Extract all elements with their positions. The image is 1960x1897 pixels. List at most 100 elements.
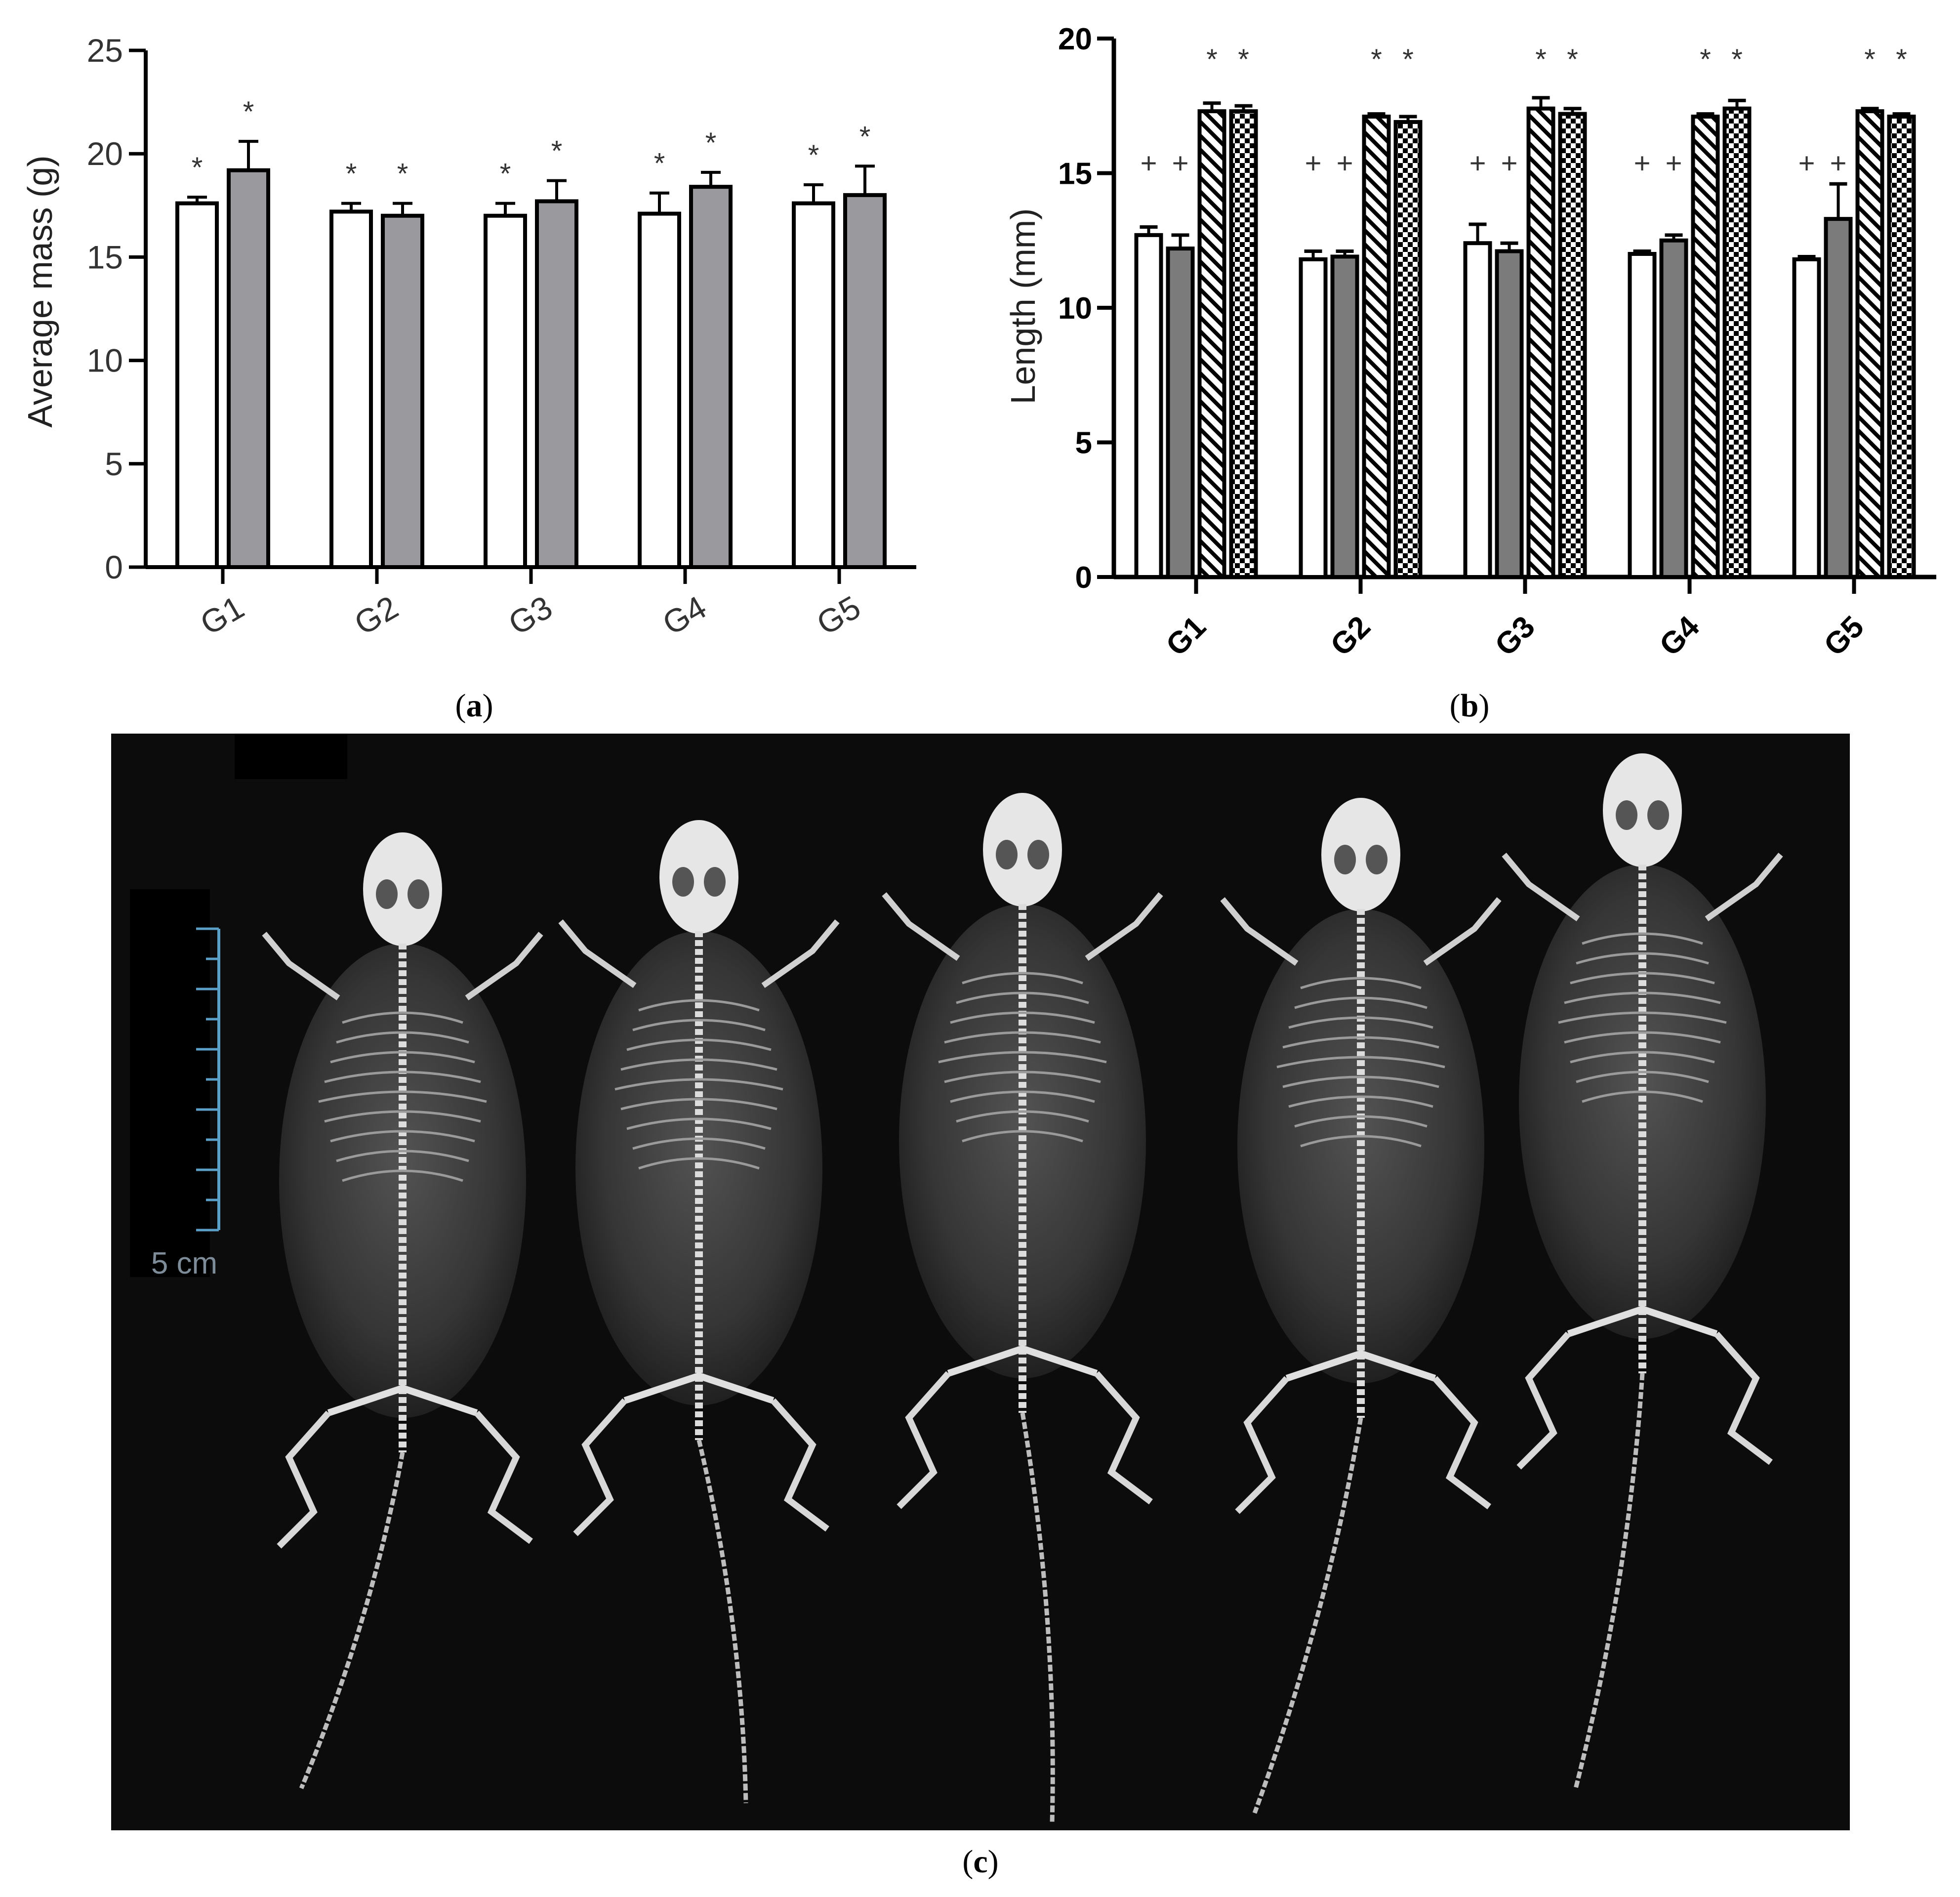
mouse-rib <box>638 1157 760 1170</box>
mouse-pelvis <box>1285 1350 1436 1382</box>
chart-b-plus-mark: + <box>1337 147 1353 179</box>
chart-b-bars <box>1134 96 1916 579</box>
mouse-skeleton <box>558 820 840 1804</box>
scale-bar-box <box>130 889 210 1277</box>
chart-b-x-tick-label: G2 <box>1324 610 1377 662</box>
mouse-hind-limb <box>897 1371 951 1509</box>
chart-b-annotations: + + * * + + * * + + * * + + * * + + * * <box>1141 43 1907 179</box>
mouse-rib <box>956 1110 1089 1123</box>
chart-a-x-tick-label: G1 <box>194 588 250 642</box>
scale-bar: 5 cm <box>130 889 220 1280</box>
chart-a-y-tick-label: 0 <box>105 549 123 585</box>
chart-a-significance-mark: * <box>705 127 717 159</box>
mouse-rib <box>950 1090 1095 1103</box>
chart-b-x-tick-label: G1 <box>1160 610 1213 662</box>
mouse-hind-limb <box>771 1398 829 1532</box>
mouse-front-limb <box>465 932 543 1000</box>
chart-b-y-tick-label: 5 <box>1075 426 1092 460</box>
chart-b-bar <box>1855 109 1884 579</box>
mouse-rib <box>944 1031 1101 1044</box>
mouse-hind-limb <box>1235 1376 1289 1514</box>
mouse-rib <box>626 1038 772 1051</box>
chart-b-bar <box>1792 257 1821 579</box>
chart-b-star-mark: * <box>1535 43 1547 76</box>
chart-a-annotations: * * * * * * * * * * <box>192 96 871 190</box>
chart-b-bar <box>1824 217 1853 579</box>
mouse-rib <box>342 1169 463 1182</box>
chart-b-bar <box>1166 247 1195 579</box>
mouse-skull <box>1321 798 1400 911</box>
mouse-rib <box>1276 1056 1445 1069</box>
chart-b-bar <box>1197 109 1226 579</box>
chart-b-bar <box>1887 115 1916 579</box>
chart-b-plus-mark: + <box>1172 147 1189 179</box>
chart-b-y-tick-label: 20 <box>1058 22 1092 56</box>
mouse-tail <box>299 1452 405 1789</box>
mouse-front-limb <box>1705 853 1783 921</box>
chart-a-significance-mark: * <box>346 158 357 190</box>
mouse-front-limb <box>1085 892 1163 961</box>
xray-label-block <box>235 734 347 779</box>
mouse-rib <box>632 1019 766 1031</box>
mouse-front-limb <box>761 919 840 988</box>
chart-a-bars <box>175 140 887 570</box>
mouse-rib <box>1300 977 1422 990</box>
mouse-rib <box>1558 1011 1727 1024</box>
mouse-rib <box>324 1071 481 1083</box>
mouse-rib <box>950 1011 1095 1024</box>
mouse-skull <box>363 832 442 946</box>
mouse-hind-limb <box>1516 1331 1571 1470</box>
chart-b-star-mark: * <box>1700 43 1711 76</box>
mouse-rib <box>1576 952 1709 965</box>
mouse-rib <box>938 1051 1107 1064</box>
mouse-rib <box>324 1110 481 1123</box>
chart-b-plus-mark: + <box>1305 147 1322 179</box>
chart-a-x-tick-label: G3 <box>502 588 558 642</box>
mouse-rib <box>1294 1115 1428 1128</box>
mouse-hind-limb <box>1714 1331 1773 1465</box>
chart-b-star-mark: * <box>1238 43 1249 76</box>
chart-b-bar <box>1134 233 1163 579</box>
mouse-hind-limb <box>1094 1371 1153 1505</box>
mouse-rib <box>1564 1031 1721 1044</box>
mouse-rib <box>330 1130 475 1143</box>
mouse-front-limb <box>1502 853 1580 921</box>
chart-b-y-axis-title: Length (mm) <box>1004 208 1042 405</box>
chart-a-significance-mark: * <box>243 96 254 128</box>
chart-a-significance-mark: * <box>192 152 203 184</box>
mouse-tail <box>1020 1412 1055 1823</box>
mouse-hind-limb <box>474 1410 533 1544</box>
chart-a-significance-mark: * <box>654 148 665 180</box>
mouse-rib <box>1570 972 1715 985</box>
mouse-eye-socket <box>1334 845 1356 874</box>
chart-b-y-tick-label: 0 <box>1075 561 1092 595</box>
mouse-pelvis <box>623 1372 775 1404</box>
mouse-rib <box>318 1090 487 1103</box>
mouse-rib <box>1288 1095 1433 1108</box>
chart-b-bar <box>1229 109 1258 579</box>
mouse-rib <box>626 1117 772 1130</box>
scale-bar-ticks <box>196 927 220 1232</box>
mouse-skull <box>983 793 1062 907</box>
chart-b-plus-mark: + <box>1141 147 1157 179</box>
mouse-eye-socket <box>704 867 726 897</box>
chart-b-bar <box>1330 254 1359 579</box>
chart-b-star-mark: * <box>1402 43 1414 76</box>
chart-b-bar <box>1526 106 1555 579</box>
mouse-hind-limb <box>1432 1376 1491 1510</box>
chart-b-x-tick-label: G5 <box>1818 610 1871 662</box>
panel-label-a: (a) <box>455 688 493 724</box>
chart-b-bar <box>1691 115 1720 579</box>
chart-b-bar <box>1558 112 1587 579</box>
chart-a: 0 5 10 15 20 25 G1 G2 G3 G4 G5 * * * * * * * * * * Average … <box>21 32 916 642</box>
mouse-tail <box>696 1439 748 1804</box>
chart-b-bar <box>1628 252 1657 579</box>
chart-b-star-mark: * <box>1864 43 1876 76</box>
chart-b-plus-mark: + <box>1830 147 1847 179</box>
mouse-rib <box>1282 1036 1439 1049</box>
chart-b-x-tick-label: G3 <box>1489 610 1542 662</box>
mouse-skull <box>659 820 738 934</box>
chart-b-star-mark: * <box>1206 43 1218 76</box>
mouse-pelvis <box>947 1345 1098 1377</box>
